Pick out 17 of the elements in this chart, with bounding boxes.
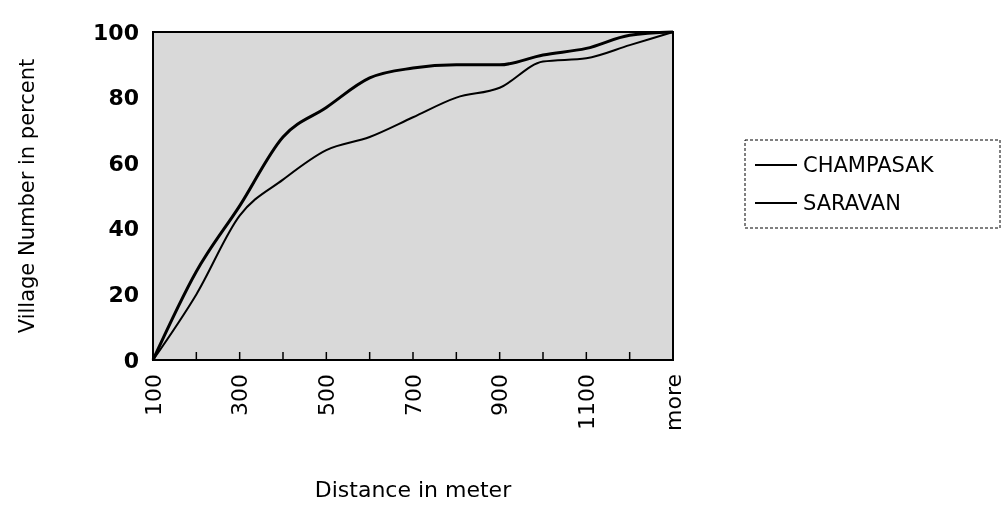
- y-tick-label: 100: [93, 19, 139, 45]
- x-tick-label: 100: [140, 374, 166, 416]
- x-tick-label: 700: [400, 374, 426, 416]
- x-axis-title: Distance in meter: [314, 477, 513, 502]
- x-tick-label: 900: [487, 374, 513, 416]
- x-tick-label: more: [660, 374, 686, 431]
- y-tick-label: 40: [108, 216, 139, 242]
- legend-label: SARAVAN: [803, 191, 901, 215]
- y-axis-title: Village Number in percent: [15, 58, 39, 334]
- legend-label: CHAMPASAK: [803, 153, 935, 177]
- x-tick-label: 300: [227, 374, 253, 416]
- y-tick-label: 20: [108, 281, 139, 307]
- x-tick-label: 1100: [573, 374, 599, 430]
- y-tick-label: 80: [108, 85, 139, 111]
- x-tick-label: 500: [313, 374, 339, 416]
- y-tick-label: 60: [108, 150, 139, 176]
- y-tick-label: 0: [123, 347, 139, 373]
